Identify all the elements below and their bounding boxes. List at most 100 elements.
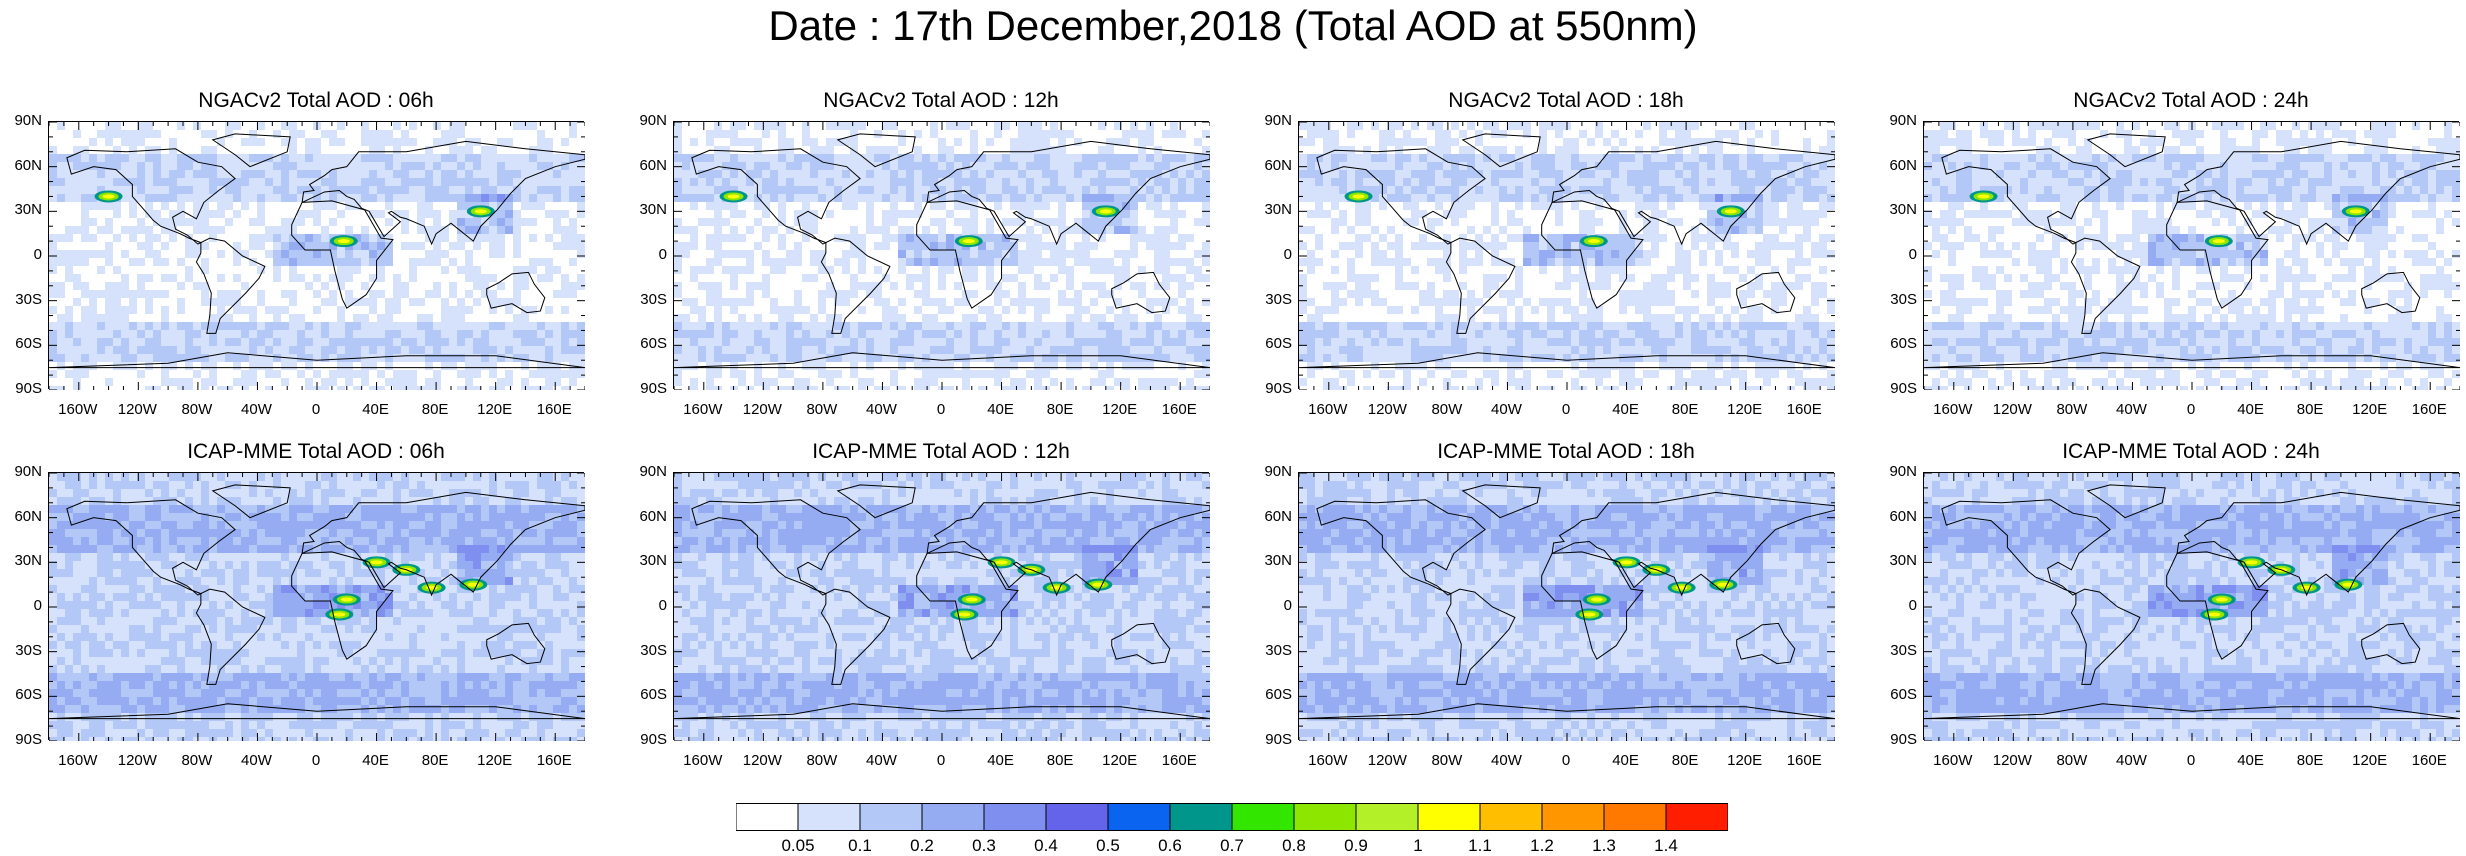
- lon-label: 80E: [1035, 401, 1085, 418]
- colorbar-swatch: [736, 804, 798, 831]
- aod-field: [1299, 122, 1835, 390]
- aod-hotspot: [963, 239, 975, 243]
- world-map-panel: [1298, 121, 1834, 389]
- lon-label: 40W: [231, 752, 281, 769]
- lon-label: 80E: [1035, 752, 1085, 769]
- lat-label: 30N: [1877, 201, 1917, 218]
- lon-label: 160E: [529, 401, 579, 418]
- aod-hotspot: [1725, 209, 1737, 213]
- colorbar: [736, 803, 1728, 831]
- colorbar-swatch: [798, 804, 860, 831]
- aod-hotspot: [728, 194, 740, 198]
- aod-hotspot: [371, 560, 383, 564]
- panel-title: ICAP-MME Total AOD : 12h: [671, 440, 1211, 464]
- colorbar-swatch: [1046, 804, 1108, 831]
- lon-label: 160E: [529, 752, 579, 769]
- panel-title: NGACv2 Total AOD : 18h: [1296, 89, 1836, 113]
- lat-label: 90N: [1252, 112, 1292, 129]
- lon-label: 40E: [2226, 752, 2276, 769]
- lat-label: 0: [627, 246, 667, 263]
- lat-label: 60S: [627, 335, 667, 352]
- colorbar-swatch: [1108, 804, 1170, 831]
- aod-hotspot: [2216, 598, 2228, 602]
- lon-label: 120W: [1987, 752, 2037, 769]
- lat-label: 60S: [2, 686, 42, 703]
- lon-label: 40E: [351, 752, 401, 769]
- lon-label: 120W: [737, 401, 787, 418]
- colorbar-swatch: [860, 804, 922, 831]
- lon-label: 80E: [1660, 401, 1710, 418]
- lat-label: 90N: [2, 112, 42, 129]
- world-map-panel: [1923, 121, 2459, 389]
- colorbar-label: 1.4: [1641, 836, 1691, 856]
- lon-label: 160W: [1928, 401, 1978, 418]
- lon-label: 40W: [2106, 401, 2156, 418]
- lat-label: 30N: [627, 552, 667, 569]
- colorbar-swatch: [1666, 804, 1728, 831]
- lat-label: 60N: [627, 508, 667, 525]
- colorbar-swatch: [984, 804, 1046, 831]
- lon-label: 160W: [678, 752, 728, 769]
- lon-label: 40W: [856, 752, 906, 769]
- colorbar-label: 0.05: [773, 836, 823, 856]
- lat-label: 60S: [627, 686, 667, 703]
- aod-hotspot: [1100, 209, 1112, 213]
- lon-label: 120W: [1987, 401, 2037, 418]
- lat-label: 90S: [627, 731, 667, 748]
- lon-label: 160E: [1779, 752, 1829, 769]
- lat-label: 90N: [1877, 463, 1917, 480]
- lat-label: 30N: [1252, 201, 1292, 218]
- colorbar-label: 1.3: [1579, 836, 1629, 856]
- lon-label: 120W: [1362, 752, 1412, 769]
- lon-label: 160W: [1303, 401, 1353, 418]
- aod-hotspot: [475, 209, 487, 213]
- colorbar-swatch: [1604, 804, 1666, 831]
- lon-label: 120E: [1720, 401, 1770, 418]
- lon-label: 80E: [410, 752, 460, 769]
- aod-hotspot: [2208, 612, 2220, 616]
- aod-field: [1924, 473, 2460, 741]
- lat-label: 30S: [627, 642, 667, 659]
- lat-label: 30S: [627, 291, 667, 308]
- lon-label: 40W: [1481, 401, 1531, 418]
- lat-label: 0: [2, 246, 42, 263]
- lon-label: 80W: [172, 401, 222, 418]
- colorbar-label: 0.1: [835, 836, 885, 856]
- colorbar-label: 0.5: [1083, 836, 1133, 856]
- panel-title: NGACv2 Total AOD : 24h: [1921, 89, 2461, 113]
- lon-label: 80W: [2047, 752, 2097, 769]
- lon-label: 40E: [2226, 401, 2276, 418]
- lat-label: 0: [627, 597, 667, 614]
- lon-label: 80W: [1422, 401, 1472, 418]
- lon-label: 80E: [2285, 401, 2335, 418]
- colorbar-label: 0.4: [1021, 836, 1071, 856]
- lat-label: 60S: [1252, 686, 1292, 703]
- lon-label: 80W: [172, 752, 222, 769]
- lat-label: 90N: [1877, 112, 1917, 129]
- lon-label: 40E: [1601, 401, 1651, 418]
- lon-label: 120W: [1362, 401, 1412, 418]
- lon-label: 120E: [2345, 752, 2395, 769]
- aod-field: [1299, 473, 1835, 741]
- lat-label: 90S: [2, 731, 42, 748]
- lat-label: 30N: [627, 201, 667, 218]
- lat-label: 90S: [1252, 380, 1292, 397]
- colorbar-label: 0.3: [959, 836, 1009, 856]
- lon-label: 160W: [53, 401, 103, 418]
- aod-hotspot: [1621, 560, 1633, 564]
- lat-label: 0: [1252, 597, 1292, 614]
- lat-label: 0: [1252, 246, 1292, 263]
- lat-label: 0: [1877, 246, 1917, 263]
- aod-hotspot: [958, 612, 970, 616]
- lat-label: 60N: [1877, 508, 1917, 525]
- lat-label: 90S: [1252, 731, 1292, 748]
- lon-label: 160E: [1779, 401, 1829, 418]
- lat-label: 30S: [1877, 642, 1917, 659]
- lon-label: 40W: [856, 401, 906, 418]
- lon-label: 80E: [1660, 752, 1710, 769]
- aod-field: [49, 122, 585, 390]
- lat-label: 60N: [1877, 157, 1917, 174]
- lon-label: 160W: [1928, 752, 1978, 769]
- colorbar-swatch: [1294, 804, 1356, 831]
- lat-label: 30S: [2, 291, 42, 308]
